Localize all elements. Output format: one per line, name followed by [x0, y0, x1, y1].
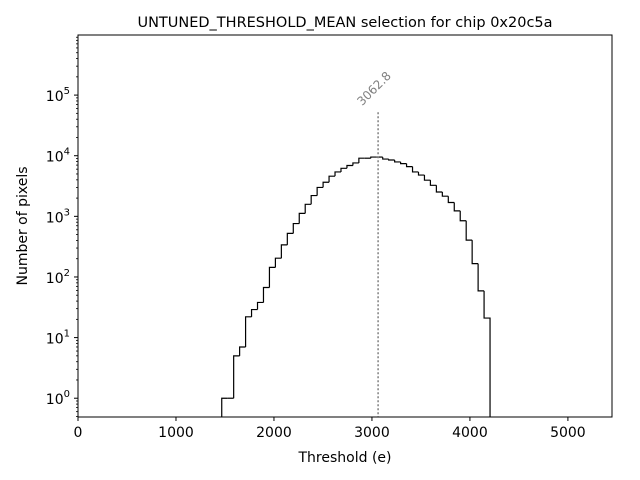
histogram-bin: [328, 175, 336, 183]
median-label: 3062.8: [354, 69, 394, 109]
y-tick-label: 103: [46, 207, 70, 226]
histogram-bin: [405, 163, 413, 168]
chart-title: UNTUNED_THRESHOLD_MEAN selection for chi…: [137, 15, 552, 31]
x-tick-label: 1000: [158, 425, 194, 441]
x-tick-label: 2000: [256, 425, 292, 441]
histogram-bin: [304, 203, 312, 214]
histogram-bin: [239, 346, 246, 356]
histogram-bin: [316, 186, 324, 196]
histogram-bin: [274, 257, 282, 268]
histogram-bin: [310, 194, 318, 205]
histogram-bin: [244, 316, 252, 347]
histogram-bins: [221, 156, 491, 417]
histogram-bin: [483, 290, 491, 417]
y-tick-label: 101: [46, 329, 70, 348]
histogram-bin: [292, 222, 300, 234]
x-axis-ticks: 0 1000 2000 3000 4000 5000: [74, 417, 586, 441]
histogram-bin: [322, 181, 330, 188]
histogram-bin: [298, 212, 306, 224]
histogram-bin: [280, 244, 288, 259]
histogram-bin: [465, 220, 473, 241]
histogram-bin: [471, 240, 479, 265]
histogram-bin: [423, 175, 431, 181]
x-tick-label: 3000: [354, 425, 390, 441]
histogram-bin: [441, 192, 449, 197]
histogram-bin: [382, 157, 389, 160]
histogram-bin: [352, 162, 359, 166]
x-axis-label: Threshold (e): [298, 450, 392, 466]
y-tick-label: 100: [46, 389, 70, 408]
histogram-bin: [221, 397, 228, 417]
histogram-bin: [447, 196, 455, 204]
histogram-bin: [262, 286, 270, 303]
x-tick-label: 0: [74, 425, 83, 441]
y-tick-label: 102: [46, 268, 70, 287]
y-axis-label: Number of pixels: [15, 166, 31, 285]
x-tick-label: 5000: [550, 425, 586, 441]
histogram-bin: [411, 166, 419, 173]
histogram-bin: [477, 263, 485, 292]
histogram-bin: [256, 301, 264, 310]
histogram-bin: [429, 180, 437, 186]
histogram-bin: [388, 159, 395, 161]
histogram-bin: [358, 157, 365, 163]
histogram-bin: [417, 171, 425, 176]
histogram-bin: [394, 159, 401, 163]
y-axis-ticks: 100 101 102 103 104 105: [46, 36, 78, 417]
histogram-bin: [250, 308, 258, 317]
histogram-bin: [370, 156, 377, 159]
median-marker: 3062.8: [354, 69, 394, 417]
y-tick-label: 104: [46, 147, 70, 166]
histogram-bin: [459, 210, 467, 222]
y-tick-label: 105: [46, 86, 70, 105]
histogram-bin: [233, 355, 240, 399]
histogram-bin: [346, 164, 353, 169]
histogram-bin: [286, 232, 294, 245]
plot-frame: [77, 34, 613, 418]
histogram-bin: [400, 161, 407, 165]
histogram-bin: [453, 202, 461, 212]
histogram-bin: [340, 167, 347, 172]
x-tick-label: 4000: [452, 425, 488, 441]
histogram-bin: [334, 171, 341, 177]
histogram-bin: [268, 266, 276, 288]
histogram-bin: [435, 185, 443, 193]
